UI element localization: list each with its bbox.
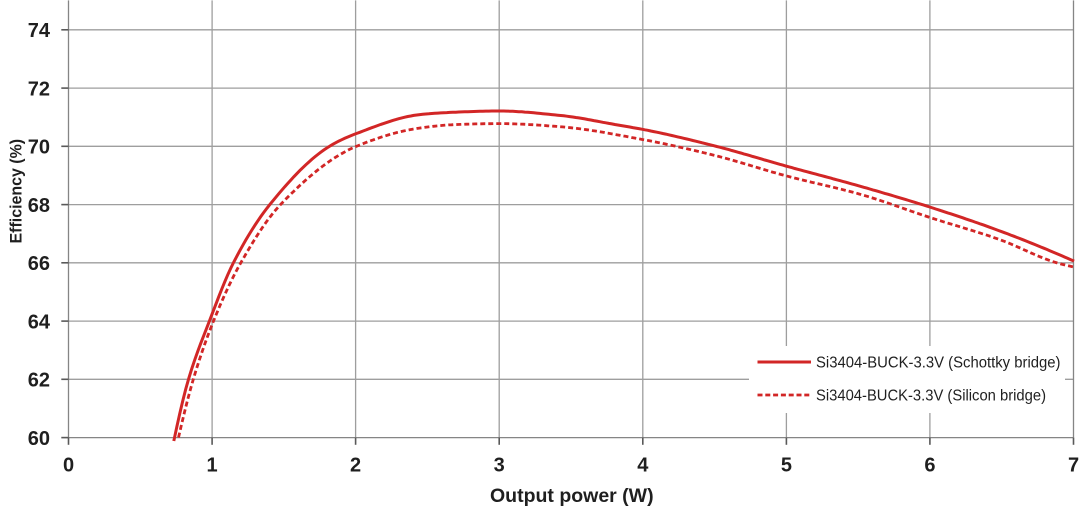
svg-text:6: 6 <box>924 455 935 477</box>
svg-text:72: 72 <box>28 78 50 100</box>
svg-text:1: 1 <box>207 455 218 477</box>
svg-text:64: 64 <box>28 311 51 333</box>
svg-text:4: 4 <box>637 455 649 477</box>
svg-text:66: 66 <box>28 253 50 275</box>
svg-text:Efficiency (%): Efficiency (%) <box>8 139 26 244</box>
svg-text:60: 60 <box>28 428 50 450</box>
svg-text:68: 68 <box>28 195 50 217</box>
svg-text:Si3404-BUCK-3.3V (Schottky bri: Si3404-BUCK-3.3V (Schottky bridge) <box>816 354 1061 371</box>
svg-text:70: 70 <box>28 137 50 159</box>
svg-text:Output power (W): Output power (W) <box>490 485 654 507</box>
svg-text:5: 5 <box>781 455 792 477</box>
svg-text:62: 62 <box>28 370 50 392</box>
svg-text:Si3404-BUCK-3.3V (Silicon brid: Si3404-BUCK-3.3V (Silicon bridge) <box>816 387 1046 404</box>
svg-text:2: 2 <box>350 455 361 477</box>
svg-text:7: 7 <box>1068 455 1079 477</box>
svg-text:74: 74 <box>28 20 51 42</box>
svg-text:0: 0 <box>63 455 74 477</box>
svg-text:3: 3 <box>494 455 505 477</box>
